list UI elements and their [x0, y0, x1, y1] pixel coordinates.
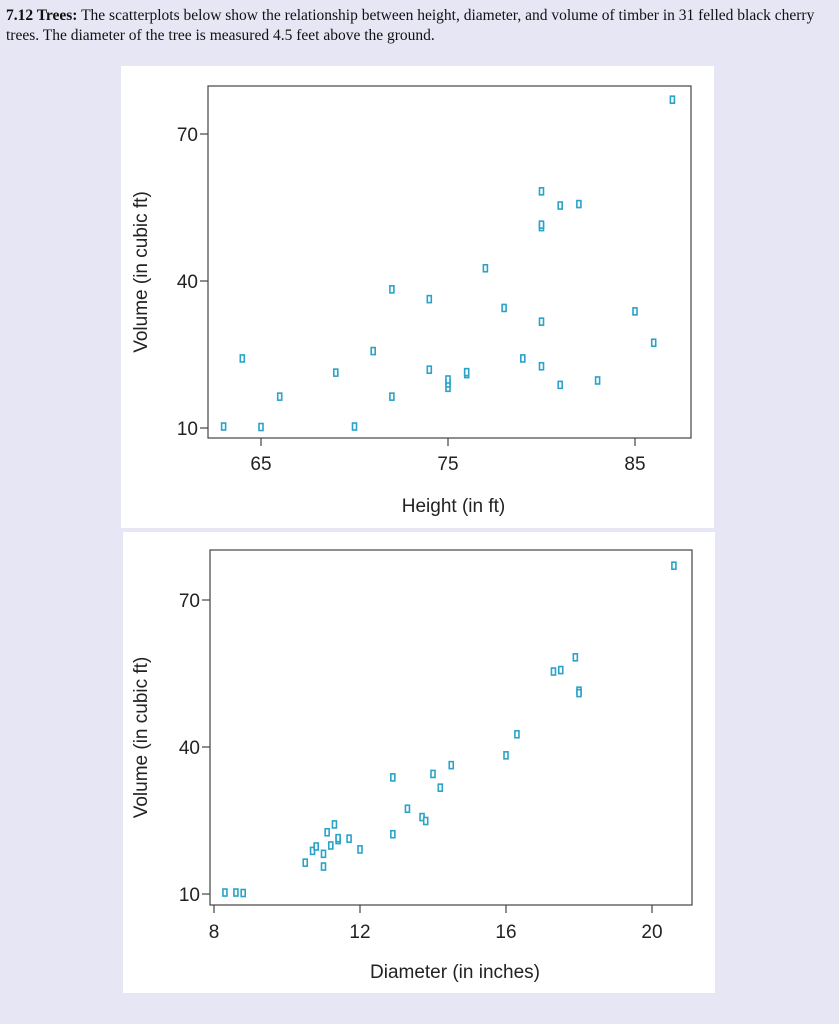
data-point [437, 783, 444, 792]
data-point [390, 829, 396, 839]
y-tick-label: 40 [177, 272, 198, 293]
data-point [346, 834, 352, 843]
data-point [351, 422, 358, 431]
data-point [650, 338, 657, 348]
x-tick-label: 8 [209, 922, 220, 943]
data-point [333, 368, 339, 377]
problem-text: The scatterplots below show the relation… [6, 7, 815, 44]
data-point [557, 665, 564, 675]
y-tick-label: 10 [179, 885, 200, 906]
x-axis-label: Diameter (in inches) [370, 962, 540, 983]
y-tick-label: 70 [179, 591, 200, 612]
data-point [220, 422, 227, 431]
data-point [389, 285, 395, 294]
plot-frame [207, 85, 692, 439]
data-point [538, 187, 545, 196]
x-tick-label: 12 [349, 922, 370, 943]
data-point [331, 820, 338, 829]
y-axis-label: Volume (in cubic ft) [131, 657, 152, 819]
problem-statement: 7.12 Trees: The scatterplots below show … [6, 6, 831, 46]
data-point [240, 888, 246, 898]
diameter-volume-scatterplot: 10 40 70 8 12 16 20 Diameter (in inches) Volume … [131, 549, 693, 983]
data-point [576, 688, 582, 698]
data-point [538, 361, 545, 371]
data-point [258, 422, 264, 432]
diameter-volume-chart: 10 40 70 8 12 16 20 Diameter (in inches) Volume … [123, 532, 715, 993]
data-point [572, 653, 579, 662]
data-point [302, 858, 309, 867]
data-point [309, 846, 316, 856]
data-point [320, 862, 327, 871]
data-point [632, 307, 638, 316]
data-point [463, 367, 470, 377]
x-tick-label: 16 [495, 922, 516, 943]
x-tick-label: 75 [437, 454, 458, 475]
data-point [239, 354, 246, 363]
data-point [557, 380, 564, 390]
data-point [313, 842, 319, 851]
y-tick-label: 10 [177, 419, 198, 440]
x-tick-label: 20 [641, 922, 662, 943]
data-point [445, 375, 451, 384]
x-tick-label: 65 [250, 454, 271, 475]
data-point [482, 263, 489, 273]
data-point [426, 365, 433, 374]
height-volume-chart: 10 40 70 65 75 85 Height (in ft) Volume (in cub… [121, 66, 714, 528]
data-point [594, 376, 601, 385]
y-axis-label: Volume (in cubic ft) [131, 191, 152, 353]
data-point [501, 303, 507, 313]
data-point [503, 751, 509, 760]
plot-frame [209, 549, 693, 906]
data-point [576, 199, 582, 209]
x-axis-label: Height (in ft) [402, 496, 505, 517]
data-point [357, 845, 363, 854]
x-tick-label: 85 [624, 454, 645, 475]
data-point [389, 392, 395, 401]
data-point [320, 849, 327, 859]
data-point [390, 773, 396, 782]
data-point [671, 561, 677, 571]
data-point [370, 346, 376, 356]
data-point [448, 760, 455, 770]
data-point [550, 667, 557, 676]
data-point [538, 317, 545, 326]
height-volume-scatterplot: 10 40 70 65 75 85 Height (in ft) Volume (in cub… [131, 85, 692, 517]
data-point [324, 827, 330, 837]
data-point [557, 201, 564, 210]
y-tick-label: 40 [179, 738, 200, 759]
data-point [328, 841, 334, 850]
data-point [335, 833, 341, 843]
data-point [233, 888, 239, 897]
data-point [404, 804, 411, 814]
data-point [514, 729, 520, 739]
data-point [426, 294, 433, 304]
y-tick-label: 70 [177, 125, 198, 146]
data-point [422, 816, 429, 826]
data-point [519, 354, 526, 363]
data-point [669, 95, 676, 105]
problem-number: 7.12 Trees: [6, 7, 78, 24]
data-point [276, 392, 283, 401]
data-point [430, 769, 436, 779]
data-point [222, 888, 228, 897]
data-point [538, 220, 545, 229]
